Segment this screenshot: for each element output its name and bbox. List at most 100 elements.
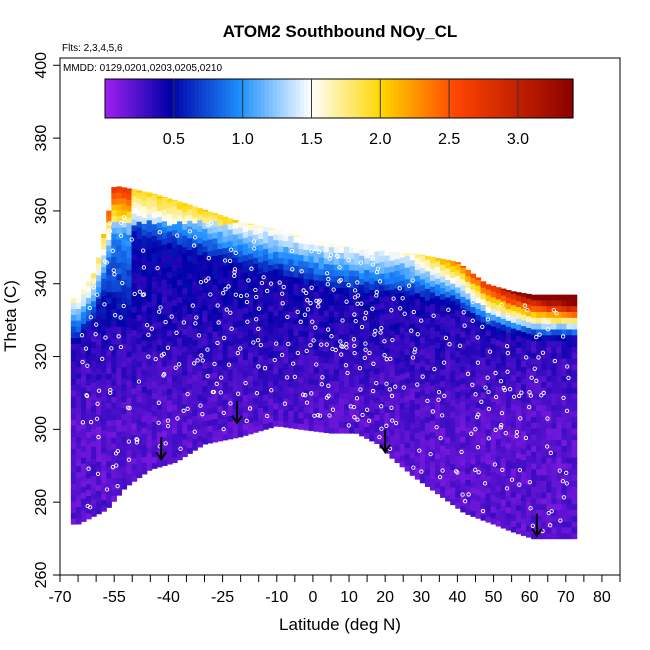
heatmap-cell (166, 452, 173, 459)
heatmap-cell (485, 457, 492, 465)
heatmap-cell (156, 227, 163, 235)
heatmap-cell (465, 345, 472, 352)
heatmap-cell (313, 372, 320, 380)
heatmap-cell (91, 329, 97, 337)
heatmap-cell (268, 380, 274, 388)
heatmap-cell (480, 316, 487, 323)
heatmap-cell (172, 252, 178, 260)
sample-point (355, 301, 360, 306)
heatmap-cell (531, 352, 537, 359)
heatmap-cell (101, 406, 107, 413)
heatmap-cell (323, 374, 330, 381)
sample-point (487, 349, 493, 354)
sample-point (564, 408, 570, 414)
heatmap-cell (556, 457, 563, 464)
heatmap-cell (364, 275, 370, 282)
heatmap-cell (212, 261, 219, 268)
heatmap-cell (475, 407, 482, 414)
heatmap-cell (429, 280, 436, 287)
heatmap-cell (419, 354, 426, 361)
heatmap-cell (460, 395, 466, 402)
heatmap-cell (510, 357, 517, 364)
heatmap-cell (131, 242, 138, 249)
heatmap-cell (515, 487, 522, 494)
sample-point (268, 281, 274, 286)
heatmap-cell (283, 281, 289, 288)
heatmap-cell (298, 347, 305, 355)
heatmap-cell (303, 330, 310, 338)
heatmap-cell (252, 368, 259, 375)
sample-point (363, 347, 368, 352)
heatmap-cell (490, 372, 497, 379)
sample-point (121, 303, 126, 309)
heatmap-cell (349, 281, 355, 288)
heatmap-cell (106, 210, 112, 217)
heatmap-cell (222, 340, 229, 348)
heatmap-cell (273, 297, 279, 305)
heatmap-cell (106, 361, 112, 369)
heatmap-cell (237, 372, 244, 380)
heatmap-cell (571, 451, 578, 458)
heatmap-cell (242, 429, 249, 436)
heatmap-cell (505, 320, 512, 327)
heatmap-cell (445, 471, 451, 479)
heatmap-cell (541, 369, 547, 377)
sample-point (326, 393, 331, 398)
heatmap-cell (212, 331, 219, 338)
heatmap-cell (151, 287, 158, 295)
heatmap-cell (440, 485, 446, 493)
sample-point (351, 337, 357, 342)
heatmap-cell (257, 389, 264, 397)
heatmap-cell (455, 321, 461, 329)
heatmap-cell (505, 477, 512, 484)
heatmap-cell (364, 356, 370, 364)
heatmap-cell (293, 265, 300, 272)
heatmap-cell (450, 376, 456, 383)
heatmap-cell (384, 388, 391, 396)
heatmap-cell (106, 367, 112, 374)
heatmap-cell (338, 293, 345, 300)
heatmap-cell (151, 351, 158, 359)
heatmap-cell (505, 512, 512, 519)
heatmap-cell (440, 398, 446, 405)
heatmap-cell (166, 376, 173, 383)
heatmap-cell (450, 434, 456, 442)
heatmap-cell (505, 465, 512, 473)
heatmap-cell (354, 258, 360, 265)
heatmap-cell (526, 432, 532, 439)
heatmap-cell (475, 483, 482, 490)
heatmap-cell (440, 450, 446, 458)
heatmap-cell (161, 343, 168, 350)
heatmap-cell (227, 415, 234, 422)
heatmap-cell (207, 343, 214, 351)
heatmap-cell (247, 253, 254, 260)
heatmap-cell (308, 389, 315, 397)
heatmap-cell (187, 325, 193, 332)
heatmap-cell (465, 491, 472, 498)
heatmap-cell (268, 252, 274, 260)
heatmap-cell (247, 340, 254, 347)
heatmap-cell (86, 390, 92, 398)
heatmap-cell (141, 444, 148, 452)
heatmap-cell (131, 358, 138, 366)
heatmap-cell (440, 305, 446, 312)
heatmap-cell (526, 437, 532, 445)
colorbar-swatch (506, 79, 512, 118)
heatmap-cell (475, 337, 482, 344)
heatmap-cell (399, 356, 406, 363)
heatmap-cell (328, 398, 335, 405)
heatmap-cell (268, 410, 274, 417)
heatmap-cell (349, 409, 355, 417)
sample-point (549, 509, 554, 514)
sample-point (565, 364, 570, 369)
heatmap-cell (136, 256, 143, 263)
heatmap-cell (328, 333, 335, 341)
heatmap-cell (338, 246, 345, 254)
heatmap-cell (232, 309, 239, 317)
sample-point (285, 375, 290, 380)
heatmap-cell (495, 386, 502, 393)
heatmap-cell (510, 462, 517, 469)
heatmap-cell (495, 339, 502, 346)
heatmap-cell (384, 429, 391, 437)
heatmap-cell (283, 258, 289, 265)
